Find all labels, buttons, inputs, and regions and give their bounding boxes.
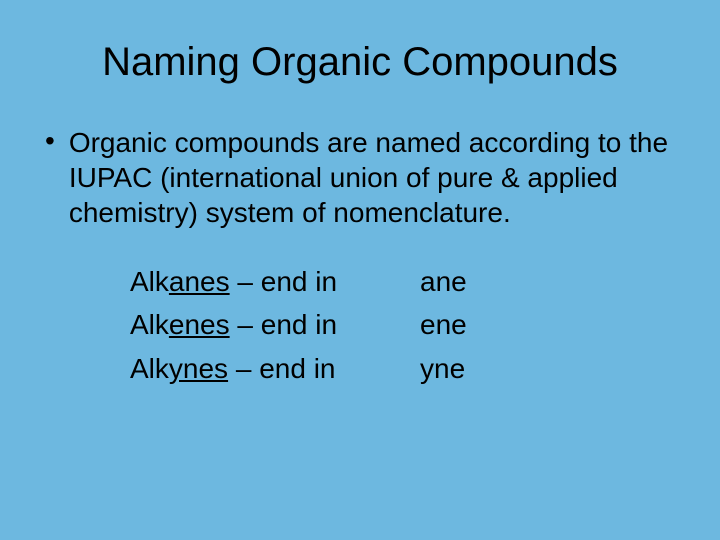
suffix-mid: anes	[169, 266, 230, 297]
slide-title: Naming Organic Compounds	[40, 40, 680, 85]
suffix-prefix: Alk	[130, 266, 169, 297]
suffix-tail: – end in	[230, 266, 337, 297]
suffix-ending: ane	[420, 260, 500, 303]
slide: Naming Organic Compounds • Organic compo…	[0, 0, 720, 540]
suffix-ending: ene	[420, 303, 500, 346]
suffix-left: Alkynes – end in	[130, 347, 420, 390]
suffix-prefix: Alk	[130, 309, 169, 340]
suffix-ending: yne	[420, 347, 500, 390]
suffix-list: Alkanes – end in ane Alkenes – end in en…	[130, 260, 680, 390]
bullet-marker: •	[45, 125, 55, 157]
suffix-prefix: Alk	[130, 353, 169, 384]
suffix-left: Alkanes – end in	[130, 260, 420, 303]
suffix-mid: ynes	[169, 353, 228, 384]
bullet-text: Organic compounds are named according to…	[69, 125, 675, 230]
suffix-row: Alkenes – end in ene	[130, 303, 680, 346]
suffix-row: Alkanes – end in ane	[130, 260, 680, 303]
suffix-mid: enes	[169, 309, 230, 340]
suffix-tail: – end in	[228, 353, 335, 384]
suffix-row: Alkynes – end in yne	[130, 347, 680, 390]
bullet-item: • Organic compounds are named according …	[40, 125, 680, 230]
suffix-left: Alkenes – end in	[130, 303, 420, 346]
suffix-tail: – end in	[230, 309, 337, 340]
